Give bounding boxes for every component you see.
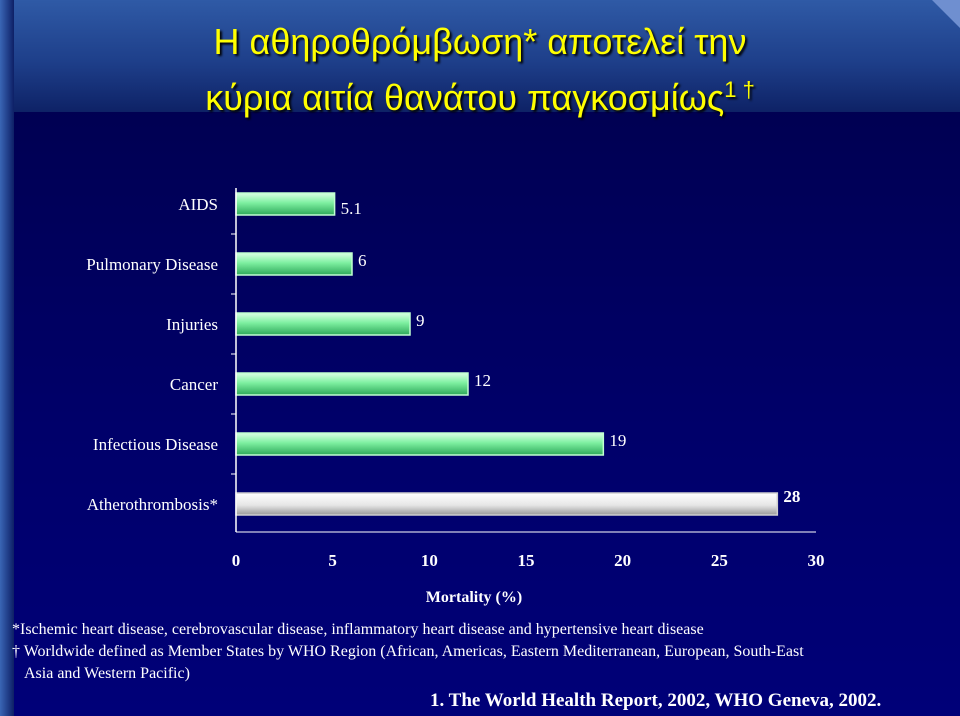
category-label: Cancer (170, 375, 218, 394)
footnote-asterisk: *Ischemic heart disease, cerebrovascular… (12, 621, 704, 638)
x-axis-title: Mortality (%) (426, 589, 522, 606)
x-tick-label: 30 (808, 551, 825, 570)
x-tick-label: 5 (328, 551, 337, 570)
x-tick-label: 0 (232, 551, 241, 570)
x-tick-label: 10 (421, 551, 438, 570)
value-label: 19 (609, 431, 626, 450)
category-label: Infectious Disease (93, 435, 218, 454)
value-label: 6 (358, 251, 367, 270)
bar-cancer (235, 372, 469, 396)
reference-citation: 1. The World Health Report, 2002, WHO Ge… (430, 690, 882, 711)
bar-infectious-disease (235, 432, 605, 456)
left-decorative-strip (0, 0, 14, 716)
category-label: AIDS (178, 195, 218, 214)
bar-atherothrombosis (235, 492, 779, 516)
mortality-bar-chart: 0 5 10 15 20 25 30 Mortality (%) AIDS 5.1 Pulmonar… (86, 188, 825, 606)
bar-pulmonary-disease (235, 252, 353, 276)
value-label: 12 (474, 371, 491, 390)
x-tick-label: 25 (711, 551, 728, 570)
bar-injuries (235, 312, 411, 336)
value-label: 9 (416, 311, 425, 330)
header-band (0, 0, 960, 112)
category-label: Pulmonary Disease (86, 255, 218, 274)
category-label: Injuries (166, 315, 218, 334)
bar-aids (235, 192, 336, 216)
footnote-dagger: † Worldwide defined as Member States by … (12, 643, 804, 660)
slide-title-line-2-text: κύρια αιτία θανάτου παγκοσμίως (205, 77, 725, 118)
title-superscript: 1 † (724, 77, 755, 102)
category-label: Atherothrombosis* (87, 495, 218, 514)
slide-title-line-1: Η αθηροθρόμβωση* αποτελεί την (213, 21, 747, 62)
slide-title-line-2: κύρια αιτία θανάτου παγκοσμίως1 † (0, 70, 960, 118)
x-tick-label: 15 (518, 551, 535, 570)
value-label: 5.1 (341, 199, 362, 218)
footnote-dagger-continued: Asia and Western Pacific) (24, 665, 190, 682)
value-label: 28 (783, 487, 800, 506)
x-tick-label: 20 (614, 551, 631, 570)
corner-bevel (932, 0, 960, 28)
